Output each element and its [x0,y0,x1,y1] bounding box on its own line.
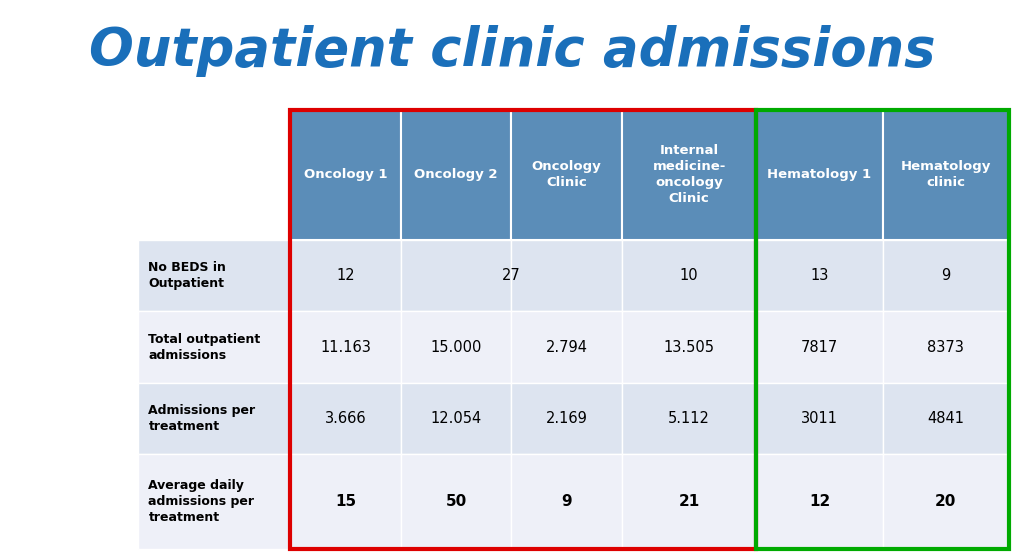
FancyBboxPatch shape [400,454,511,549]
Text: 11.163: 11.163 [321,340,371,355]
Text: 20: 20 [935,494,956,509]
FancyBboxPatch shape [622,240,757,311]
Text: 3.666: 3.666 [325,411,367,426]
Text: 5.112: 5.112 [668,411,710,426]
Text: 8373: 8373 [927,340,964,355]
Text: 21: 21 [679,494,699,509]
Text: Hematology 1: Hematology 1 [767,169,871,181]
Text: Oncology 2: Oncology 2 [415,169,498,181]
FancyBboxPatch shape [757,311,883,383]
FancyBboxPatch shape [511,311,622,383]
Text: 15.000: 15.000 [430,340,481,355]
Text: Oncology 1: Oncology 1 [304,169,387,181]
FancyBboxPatch shape [883,454,1009,549]
FancyBboxPatch shape [400,383,511,454]
FancyBboxPatch shape [511,109,622,240]
FancyBboxPatch shape [138,109,291,240]
Text: 12.054: 12.054 [430,411,481,426]
FancyBboxPatch shape [757,240,883,311]
Text: 3011: 3011 [801,411,838,426]
Text: 7817: 7817 [801,340,838,355]
FancyBboxPatch shape [400,240,511,311]
FancyBboxPatch shape [138,383,291,454]
Text: 15: 15 [335,494,356,509]
Text: 9: 9 [561,494,571,509]
Text: 50: 50 [445,494,467,509]
Text: Oncology
Clinic: Oncology Clinic [531,160,601,189]
Text: No BEDS in
Outpatient: No BEDS in Outpatient [148,261,226,290]
FancyBboxPatch shape [291,240,400,311]
Text: 10: 10 [680,268,698,283]
FancyBboxPatch shape [757,383,883,454]
Text: 2.169: 2.169 [546,411,588,426]
FancyBboxPatch shape [883,383,1009,454]
FancyBboxPatch shape [400,109,511,240]
Text: 12: 12 [809,494,830,509]
FancyBboxPatch shape [622,383,757,454]
FancyBboxPatch shape [622,109,757,240]
Text: Internal
medicine-
oncology
Clinic: Internal medicine- oncology Clinic [652,145,726,205]
FancyBboxPatch shape [138,240,291,311]
FancyBboxPatch shape [622,311,757,383]
Bar [291,109,757,549]
Text: 12: 12 [336,268,355,283]
Text: Average daily
admissions per
treatment: Average daily admissions per treatment [148,479,255,524]
FancyBboxPatch shape [138,311,291,383]
FancyBboxPatch shape [400,311,511,383]
FancyBboxPatch shape [291,454,400,549]
Text: Total outpatient
admissions: Total outpatient admissions [148,333,261,362]
Text: 13: 13 [810,268,828,283]
FancyBboxPatch shape [138,454,291,549]
FancyBboxPatch shape [511,383,622,454]
FancyBboxPatch shape [511,240,622,311]
FancyBboxPatch shape [622,454,757,549]
FancyBboxPatch shape [883,240,1009,311]
Text: Admissions per
treatment: Admissions per treatment [148,404,256,433]
FancyBboxPatch shape [883,109,1009,240]
FancyBboxPatch shape [757,109,883,240]
FancyBboxPatch shape [291,311,400,383]
Text: 4841: 4841 [927,411,965,426]
FancyBboxPatch shape [511,454,622,549]
Text: 9: 9 [941,268,950,283]
Text: Outpatient clinic admissions: Outpatient clinic admissions [89,25,935,77]
FancyBboxPatch shape [883,311,1009,383]
Text: Hematology
clinic: Hematology clinic [900,160,991,189]
Text: 27: 27 [502,268,520,283]
Bar [757,109,1009,549]
FancyBboxPatch shape [757,454,883,549]
FancyBboxPatch shape [291,383,400,454]
FancyBboxPatch shape [291,109,400,240]
Text: 13.505: 13.505 [664,340,715,355]
Text: 2.794: 2.794 [546,340,588,355]
